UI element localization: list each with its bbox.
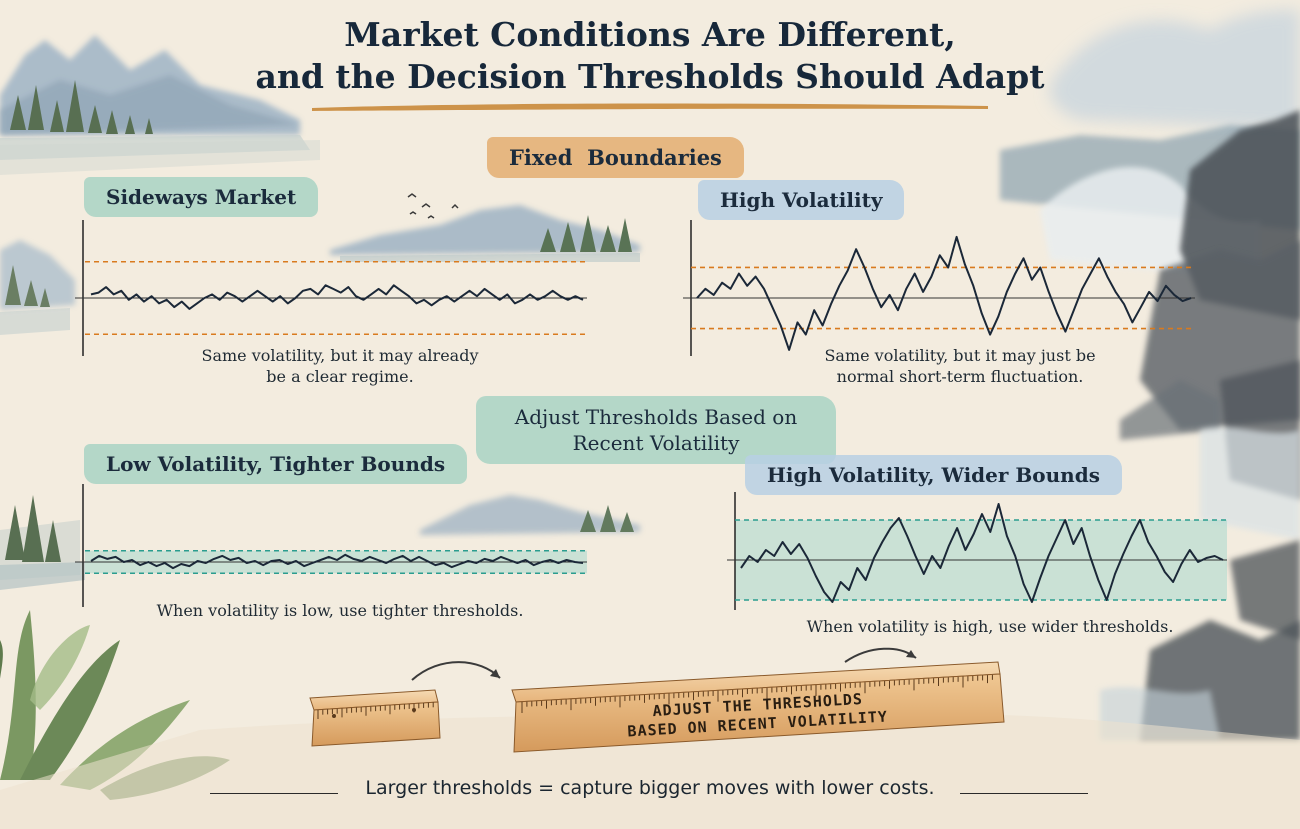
mountain-lake-top-left (0, 35, 320, 175)
seascape-right (1000, 9, 1300, 740)
section-adjust-line-1: Adjust Thresholds Based on (514, 405, 798, 429)
caption-high-volatility: Same volatility, but it may just be norm… (770, 345, 1150, 387)
mountain-left-middle (0, 240, 75, 335)
panel-label-low-volatility-tighter: Low Volatility, Tighter Bounds (84, 444, 468, 484)
caption-high-volatility-wider: When volatility is high, use wider thres… (806, 617, 1174, 636)
large-ruler: ADJUST THE THRESHOLDS BASED ON RECENT VO… (511, 661, 1005, 753)
chart-high-volatility-wider (727, 492, 1227, 610)
trees-left-lower (0, 495, 85, 590)
arrow-small-to-large (411, 661, 501, 681)
island-center-lower (420, 495, 640, 535)
caption-sideways: Same volatility, but it may already be a… (150, 345, 530, 387)
series-line (90, 284, 584, 310)
rulers-illustration: ADJUST THE THRESHOLDS BASED ON RECENT VO… (309, 647, 1005, 753)
small-ruler (309, 689, 441, 747)
caption-high-volatility-line-2: normal short-term fluctuation. (836, 367, 1084, 386)
caption-sideways-line-2: be a clear regime. (266, 367, 414, 386)
footer-rule-right (960, 793, 1088, 794)
page-title: Market Conditions Are Different, and the… (0, 14, 1300, 98)
chart-low-volatility-tighter (75, 484, 587, 607)
caption-high-volatility-line-1: Same volatility, but it may just be (824, 346, 1096, 365)
section-adjust-line-2: Recent Volatility (572, 431, 740, 455)
chart-sideways (75, 220, 587, 356)
section-adjust-thresholds-label: Adjust Thresholds Based on Recent Volati… (476, 396, 836, 464)
footer-note: Larger thresholds = capture bigger moves… (365, 777, 935, 799)
series-line (740, 503, 1224, 603)
footer-rule-left (210, 793, 338, 794)
arrow-over-large-ruler (844, 647, 917, 663)
title-line-1: Market Conditions Are Different, (344, 15, 956, 54)
panel-label-high-volatility-wider: High Volatility, Wider Bounds (745, 455, 1122, 495)
title-line-2: and the Decision Thresholds Should Adapt (255, 57, 1045, 96)
panel-label-high-volatility: High Volatility (698, 180, 905, 220)
series-line (90, 553, 584, 570)
series-line (696, 235, 1192, 351)
caption-low-volatility: When volatility is low, use tighter thre… (156, 601, 524, 620)
birds (407, 193, 459, 219)
chart-high-volatility (683, 220, 1195, 356)
section-fixed-boundaries-label: Fixed Boundaries (487, 137, 744, 178)
title-underline (312, 103, 988, 111)
caption-sideways-line-1: Same volatility, but it may already (201, 346, 479, 365)
panel-label-sideways: Sideways Market (84, 177, 319, 217)
island-center-top (330, 205, 640, 262)
